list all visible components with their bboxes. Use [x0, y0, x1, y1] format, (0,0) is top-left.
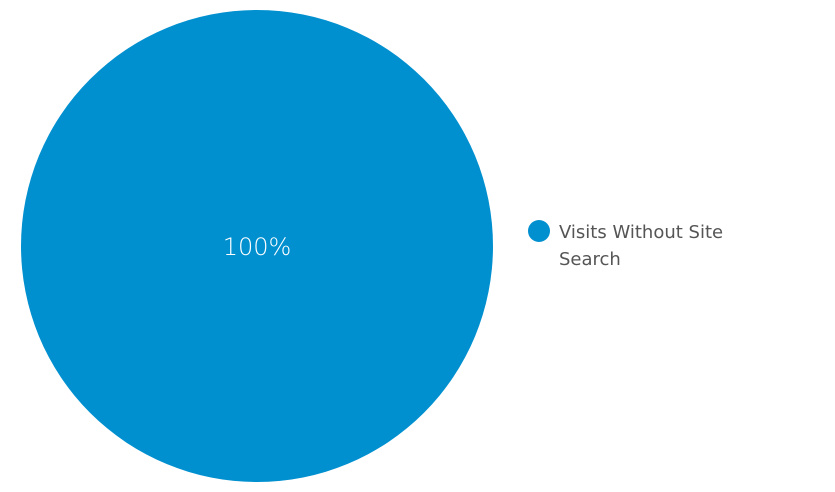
legend-swatch-visits-without-site-search[interactable]	[528, 220, 550, 242]
pie-slice-visits-without-site-search[interactable]	[21, 10, 493, 482]
chart-legend: Visits Without Site Search	[528, 219, 768, 273]
legend-label-visits-without-site-search[interactable]: Visits Without Site Search	[559, 222, 724, 270]
pie-slice-label-visits-without-site-search: 100%	[223, 233, 292, 261]
